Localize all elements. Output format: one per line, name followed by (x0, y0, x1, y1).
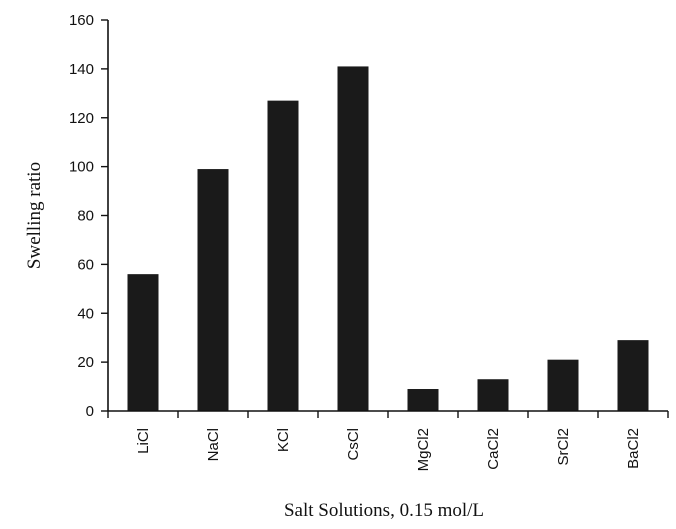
x-tick-label: KCl (275, 428, 292, 452)
y-tick-label: 60 (77, 256, 94, 273)
bars-group (127, 66, 649, 412)
bar-kcl (267, 100, 299, 411)
bar-cscl (337, 66, 369, 412)
x-tick-label: BaCl2 (625, 428, 642, 469)
x-axis-title: Salt Solutions, 0.15 mol/L (284, 500, 484, 521)
y-axis-title: Swelling ratio (24, 162, 45, 269)
y-tick-label: 80 (77, 208, 94, 225)
y-tick-label: 40 (77, 305, 94, 322)
y-tick-label: 160 (69, 12, 94, 29)
x-tick-label: CaCl2 (485, 428, 502, 470)
bar-cacl2 (477, 379, 509, 411)
y-tick-label: 20 (77, 354, 94, 371)
x-tick-label: SrCl2 (555, 428, 572, 466)
y-tick-label: 0 (86, 403, 94, 420)
axes-group (107, 20, 668, 412)
x-ticks-group: LiCl NaCl KCl CsCl MgCl2 CaCl2 SrCl2 BaCl2 (107, 411, 669, 471)
y-tick-label: 140 (69, 61, 94, 78)
y-tick-label: 120 (69, 110, 94, 127)
bar-srcl2 (547, 359, 579, 411)
bar-bacl2 (617, 340, 649, 411)
bar-nacl (197, 169, 229, 411)
x-tick-label: MgCl2 (415, 428, 432, 471)
x-tick-label: NaCl (205, 428, 222, 461)
y-ticks-group: 0 20 40 60 80 100 120 140 160 (69, 12, 108, 420)
x-tick-label: LiCl (135, 428, 152, 454)
bar-mgcl2 (407, 389, 439, 411)
bar-licl (127, 274, 159, 411)
y-tick-label: 100 (69, 159, 94, 176)
x-tick-label: CsCl (345, 428, 362, 461)
